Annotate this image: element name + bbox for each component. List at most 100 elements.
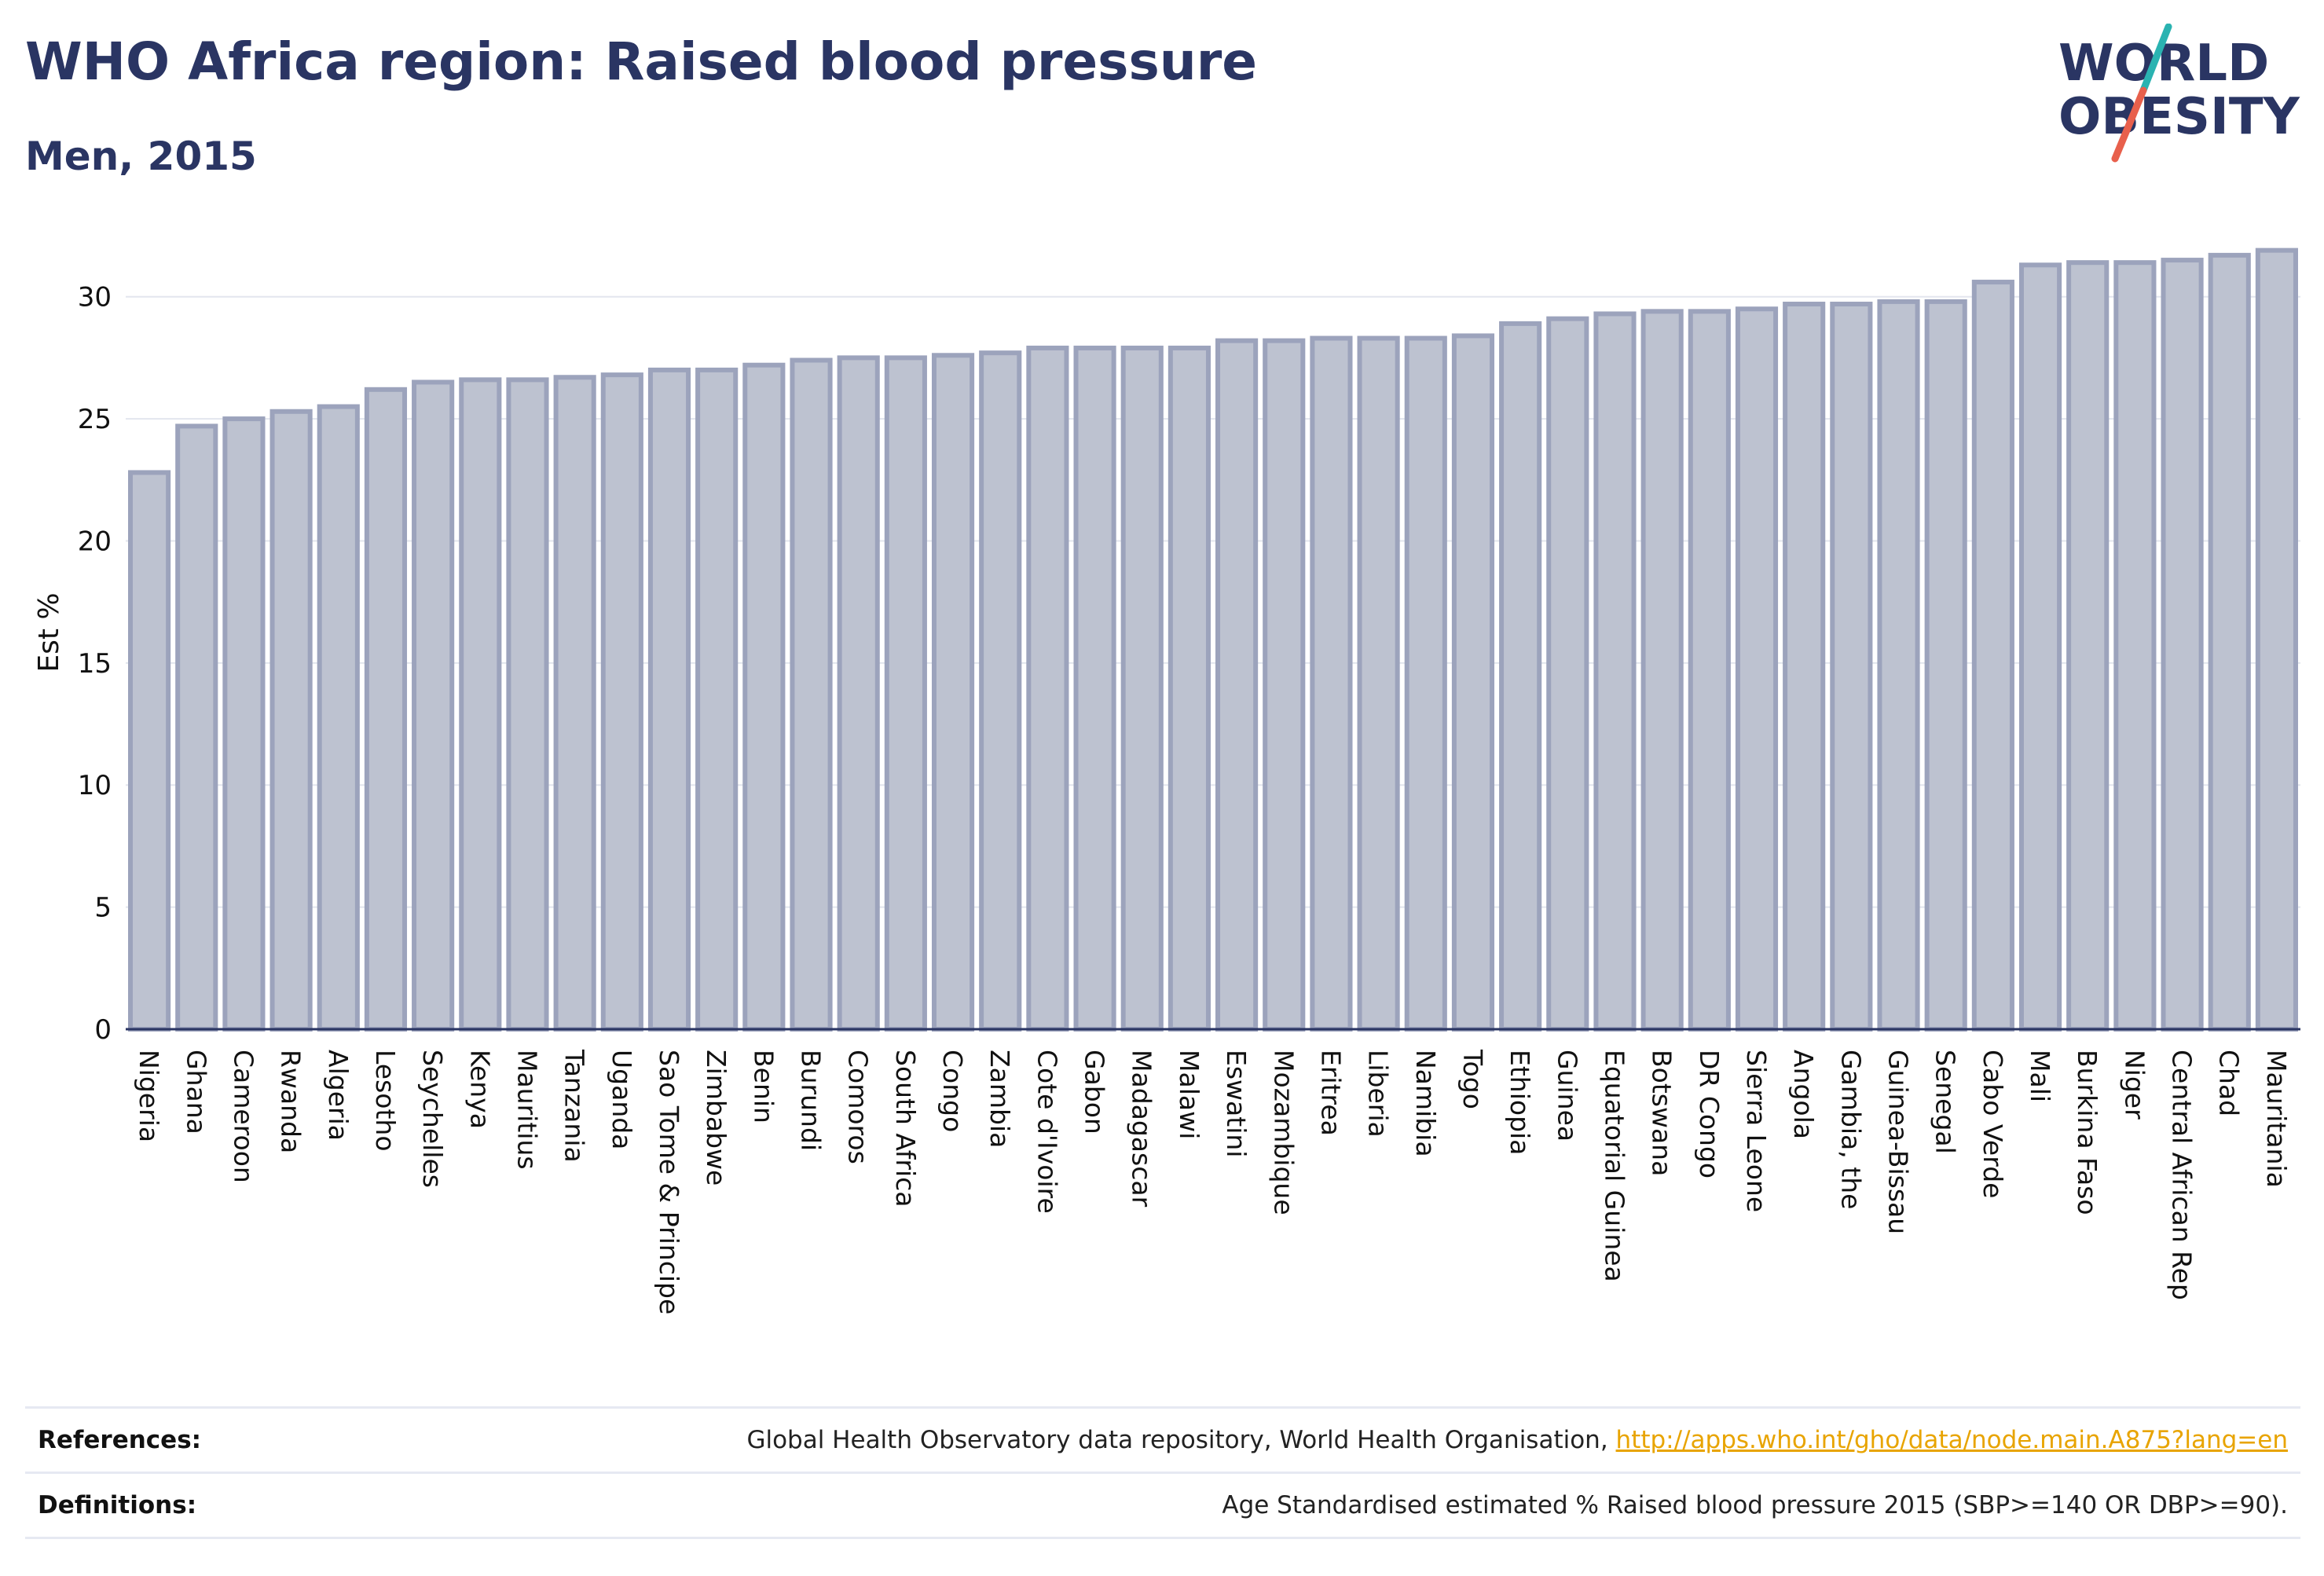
x-tick-label: Congo <box>937 1050 968 1132</box>
x-tick-label: Zambia <box>984 1050 1015 1148</box>
bar <box>1451 333 1495 1032</box>
bar <box>222 416 266 1032</box>
x-tick-label: Mauritania <box>2261 1050 2292 1188</box>
references-link[interactable]: http://apps.who.int/gho/data/node.main.A… <box>1615 1426 2288 1454</box>
x-tick-label: Rwanda <box>276 1050 306 1153</box>
references-text: Global Health Observatory data repositor… <box>746 1426 1616 1454</box>
bar <box>2113 260 2157 1032</box>
bar <box>979 350 1022 1032</box>
x-tick-label: Sierra Leone <box>1741 1050 1772 1212</box>
bar <box>742 362 786 1032</box>
bar <box>459 377 502 1032</box>
logo-slash-bottom <box>2111 86 2147 163</box>
references-value: Global Health Observatory data repositor… <box>746 1426 2300 1454</box>
bar <box>2161 258 2204 1032</box>
x-tick-label: Gabon <box>1080 1050 1110 1134</box>
bar <box>931 353 975 1032</box>
bar <box>837 355 880 1032</box>
y-tick-label: 5 <box>94 892 112 924</box>
y-tick-label: 25 <box>78 404 112 435</box>
logo-slash-top <box>2139 24 2172 94</box>
bar <box>1971 280 2014 1032</box>
bar <box>1073 345 1116 1032</box>
world-obesity-logo: WORLD OBESITY <box>2058 24 2300 163</box>
y-tick-label: 20 <box>78 526 112 557</box>
definitions-label: Definitions: <box>38 1491 197 1519</box>
x-tick-label: Equatorial Guinea <box>1599 1050 1629 1282</box>
bar <box>1735 306 1779 1032</box>
x-tick-label: Comoros <box>843 1050 874 1164</box>
bar <box>506 377 549 1032</box>
bar-chart: 0 5 10 15 20 25 30 Nigeria Ghana Cameroon Rwanda A… <box>33 247 2300 1314</box>
y-axis-label: Est % <box>33 592 65 672</box>
bar <box>1877 299 1920 1032</box>
x-tick-label: Botswana <box>1647 1050 1677 1176</box>
chart-title: WHO Africa region: Raised blood pressure <box>25 31 1258 92</box>
x-tick-label: South Africa <box>890 1050 921 1208</box>
bar <box>269 409 313 1032</box>
x-tick-label: Nigeria <box>134 1050 164 1142</box>
bars <box>128 247 2298 1032</box>
x-tick-label: Ghana <box>181 1050 211 1134</box>
x-tick-label: Cabo Verde <box>1978 1050 2008 1198</box>
x-tick-label: Chad <box>2214 1050 2245 1116</box>
x-tick-label: Seychelles <box>417 1050 448 1188</box>
bar <box>1546 316 1589 1032</box>
x-tick-label: Senegal <box>1930 1050 1961 1154</box>
bar <box>1357 335 1400 1032</box>
bar <box>1120 345 1164 1032</box>
bar <box>1688 309 1731 1032</box>
bar <box>1310 335 1353 1032</box>
x-tick-label: Uganda <box>607 1050 637 1149</box>
x-tick-label: Zimbabwe <box>701 1050 731 1186</box>
x-tick-label: Malawi <box>1174 1050 1204 1139</box>
bar <box>128 470 171 1032</box>
bar <box>1783 302 1826 1032</box>
bar <box>412 379 455 1032</box>
bar <box>2208 252 2251 1032</box>
bar <box>790 357 833 1032</box>
bar <box>2066 260 2110 1032</box>
x-tick-label: Algeria <box>323 1050 354 1141</box>
x-tick-label: Guinea <box>1552 1050 1582 1142</box>
y-tick-labels: 0 5 10 15 20 25 30 <box>78 282 112 1046</box>
bar <box>175 423 218 1032</box>
bar <box>2255 247 2298 1032</box>
chart-subtitle: Men, 2015 <box>25 134 257 179</box>
x-tick-label: Angola <box>1788 1050 1819 1139</box>
x-tick-label: Liberia <box>1363 1050 1394 1138</box>
x-tick-label: Sao Tome & Principe <box>654 1050 684 1314</box>
bar <box>884 355 927 1032</box>
bar <box>1640 309 1684 1032</box>
x-tick-label: Mali <box>2025 1050 2055 1102</box>
y-tick-label: 0 <box>94 1014 112 1046</box>
x-tick-label: DR Congo <box>1694 1050 1725 1178</box>
x-tick-label: Mauritius <box>511 1050 542 1170</box>
bar <box>553 375 596 1032</box>
x-tick-label: Cameroon <box>228 1050 258 1183</box>
x-tick-label: Kenya <box>464 1050 495 1129</box>
x-tick-label: Guinea-Bissau <box>1883 1050 1914 1234</box>
x-tick-label: Tanzania <box>559 1049 590 1163</box>
references-row: References: Global Health Observatory da… <box>25 1406 2300 1472</box>
logo-line2: OBESITY <box>2058 88 2300 146</box>
bar <box>647 367 691 1032</box>
x-tick-label: Cote d'Ivoire <box>1032 1050 1062 1214</box>
x-tick-label: Namibia <box>1410 1050 1441 1157</box>
y-tick-label: 30 <box>78 282 112 313</box>
x-tick-label: Madagascar <box>1127 1050 1157 1208</box>
x-tick-label: Burkina Faso <box>2072 1050 2102 1215</box>
bar <box>1924 299 1967 1032</box>
bar <box>1263 338 1306 1032</box>
x-tick-label: Burundi <box>796 1050 827 1151</box>
bar <box>1499 321 1542 1032</box>
bar <box>600 372 643 1032</box>
x-tick-label: Gambia, the <box>1835 1050 1866 1209</box>
bar <box>1167 345 1211 1032</box>
definitions-row: Definitions: Age Standardised estimated … <box>25 1472 2300 1539</box>
bar <box>1215 338 1259 1032</box>
bar <box>1830 302 1873 1032</box>
x-tick-label: Eritrea <box>1315 1050 1346 1136</box>
bar <box>1404 335 1447 1032</box>
bar <box>695 367 739 1032</box>
